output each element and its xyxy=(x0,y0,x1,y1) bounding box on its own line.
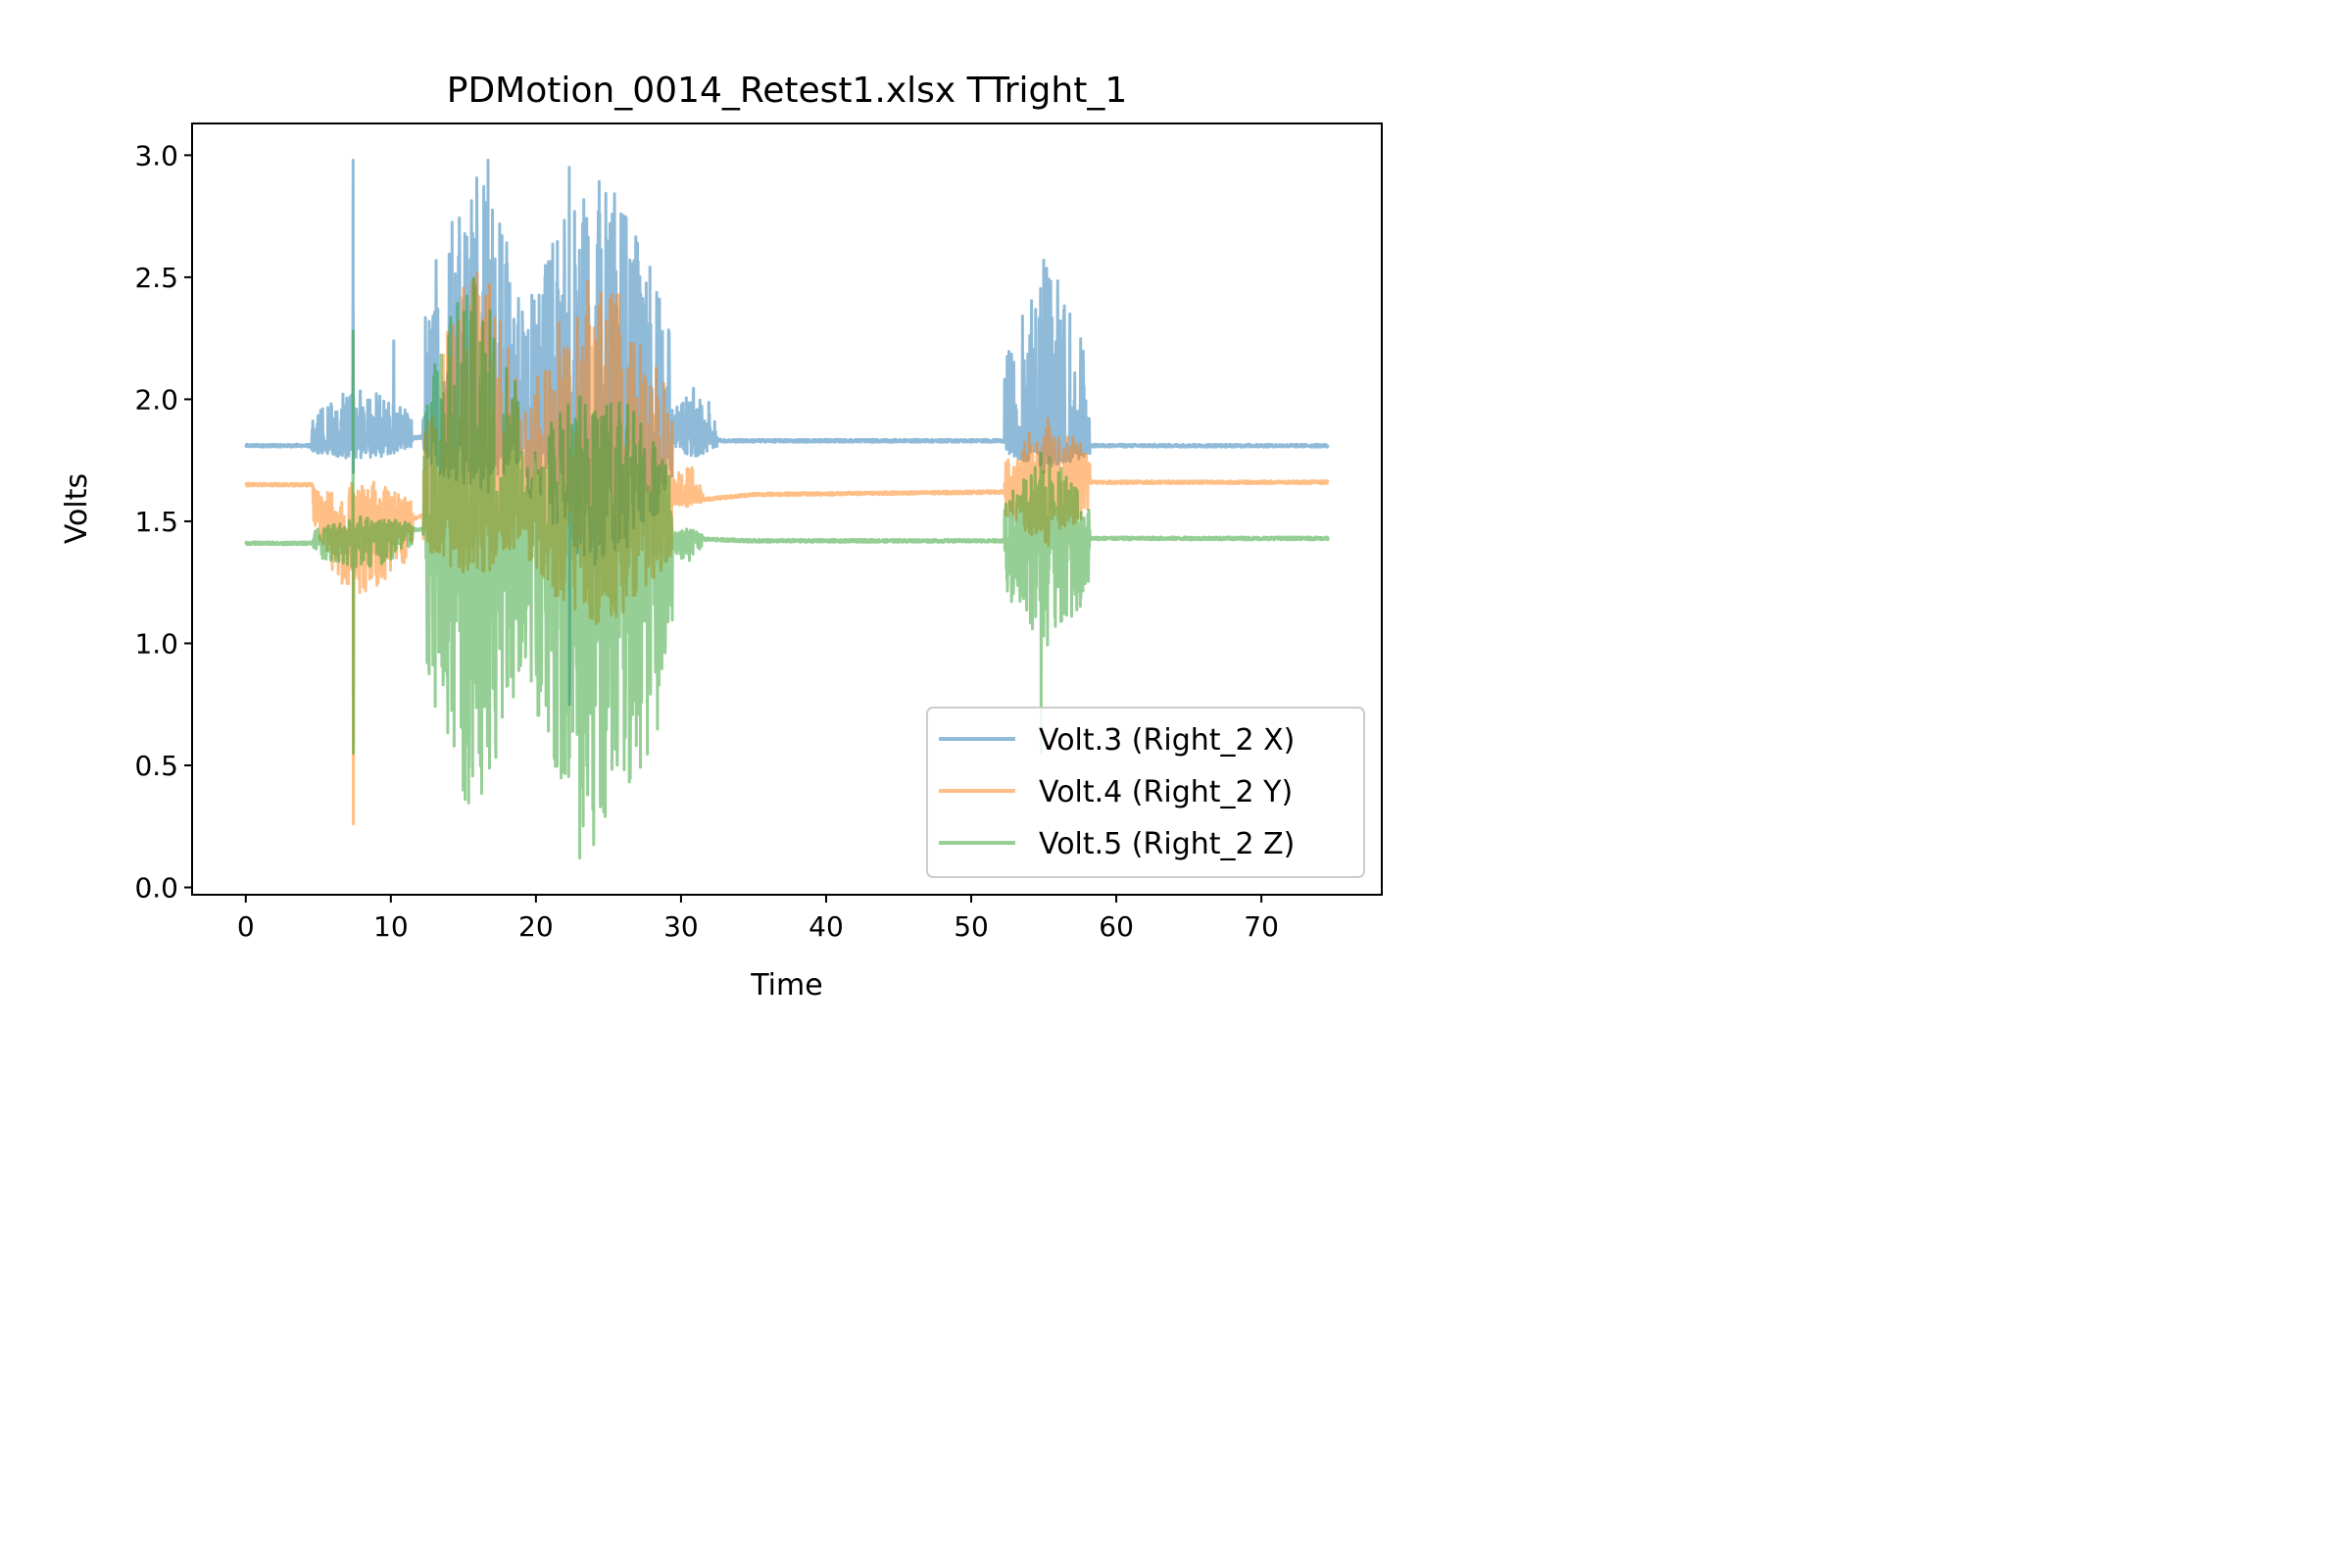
y-tick-label: 2.0 xyxy=(134,383,178,416)
x-tick-label: 50 xyxy=(954,910,989,943)
x-tick-label: 30 xyxy=(663,910,699,943)
x-tick-label: 20 xyxy=(518,910,554,943)
x-tick-label: 40 xyxy=(808,910,844,943)
x-tick-label: 10 xyxy=(373,910,409,943)
legend-label: Volt.3 (Right_2 X) xyxy=(1039,723,1295,758)
x-tick-label: 60 xyxy=(1099,910,1134,943)
y-tick-label: 2.5 xyxy=(134,262,178,294)
legend: Volt.3 (Right_2 X) Volt.4 (Right_2 Y) Volt… xyxy=(926,707,1365,878)
x-tick-label: 70 xyxy=(1244,910,1279,943)
x-axis-label: Time xyxy=(750,968,822,1003)
y-tick-label: 0.0 xyxy=(134,872,178,905)
legend-label: Volt.4 (Right_2 Y) xyxy=(1039,775,1293,809)
y-axis-label: Volts xyxy=(60,473,94,544)
chart-title: PDMotion_0014_Retest1.xlsx TTright_1 xyxy=(447,71,1127,111)
y-tick-label: 1.5 xyxy=(134,506,178,538)
y-tick-label: 0.5 xyxy=(134,750,178,782)
legend-box xyxy=(926,707,1365,878)
y-axis: 0.0 0.5 1.0 1.5 2.0 2.5 3.0 xyxy=(134,139,192,905)
legend-label: Volt.5 (Right_2 Z) xyxy=(1039,827,1295,861)
x-tick-label: 0 xyxy=(237,910,255,943)
y-tick-label: 1.0 xyxy=(134,627,178,660)
x-axis: 0 10 20 30 40 50 60 70 xyxy=(237,895,1279,943)
plot-frame xyxy=(191,122,1383,896)
series-layer xyxy=(244,158,1330,860)
series-line xyxy=(244,276,1330,860)
y-tick-label: 3.0 xyxy=(134,139,178,172)
line-chart: PDMotion_0014_Retest1.xlsx TTright_1 0 10… xyxy=(0,0,1515,1025)
